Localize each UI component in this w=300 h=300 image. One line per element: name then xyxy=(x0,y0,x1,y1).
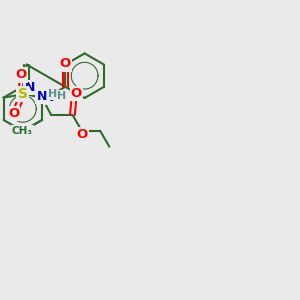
Text: O: O xyxy=(60,58,71,70)
Text: H: H xyxy=(48,89,57,99)
Text: O: O xyxy=(71,87,82,100)
Text: O: O xyxy=(8,107,19,120)
Text: H: H xyxy=(57,91,66,100)
Text: N: N xyxy=(36,90,47,103)
Text: O: O xyxy=(77,128,88,141)
Text: N: N xyxy=(25,81,35,94)
Text: N: N xyxy=(44,92,54,104)
Text: S: S xyxy=(17,87,28,101)
Text: CH₃: CH₃ xyxy=(12,126,33,136)
Text: O: O xyxy=(15,68,27,82)
